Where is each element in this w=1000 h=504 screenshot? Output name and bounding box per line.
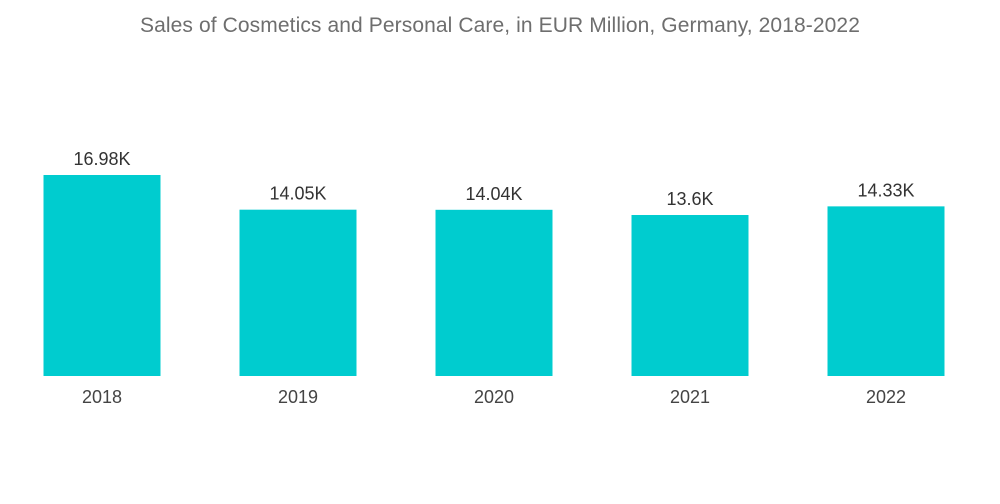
x-tick-label-2020: 2020	[474, 387, 514, 407]
x-tick-label-2021: 2021	[670, 387, 710, 407]
bar-2019	[239, 209, 357, 376]
bar-2018	[43, 175, 161, 376]
bar-2020	[435, 209, 553, 376]
bar-2022	[827, 206, 945, 376]
x-tick-label-2018: 2018	[82, 387, 122, 407]
data-label-2018: 16.98K	[73, 149, 130, 169]
data-label-2019: 14.05K	[269, 184, 326, 204]
data-label-2020: 14.04K	[465, 184, 522, 204]
chart-title: Sales of Cosmetics and Personal Care, in…	[140, 14, 860, 37]
bar-2021	[631, 215, 749, 376]
data-label-2021: 13.6K	[666, 189, 713, 209]
x-tick-label-2022: 2022	[866, 387, 906, 407]
x-tick-label-2019: 2019	[278, 387, 318, 407]
data-label-2022: 14.33K	[857, 180, 914, 200]
